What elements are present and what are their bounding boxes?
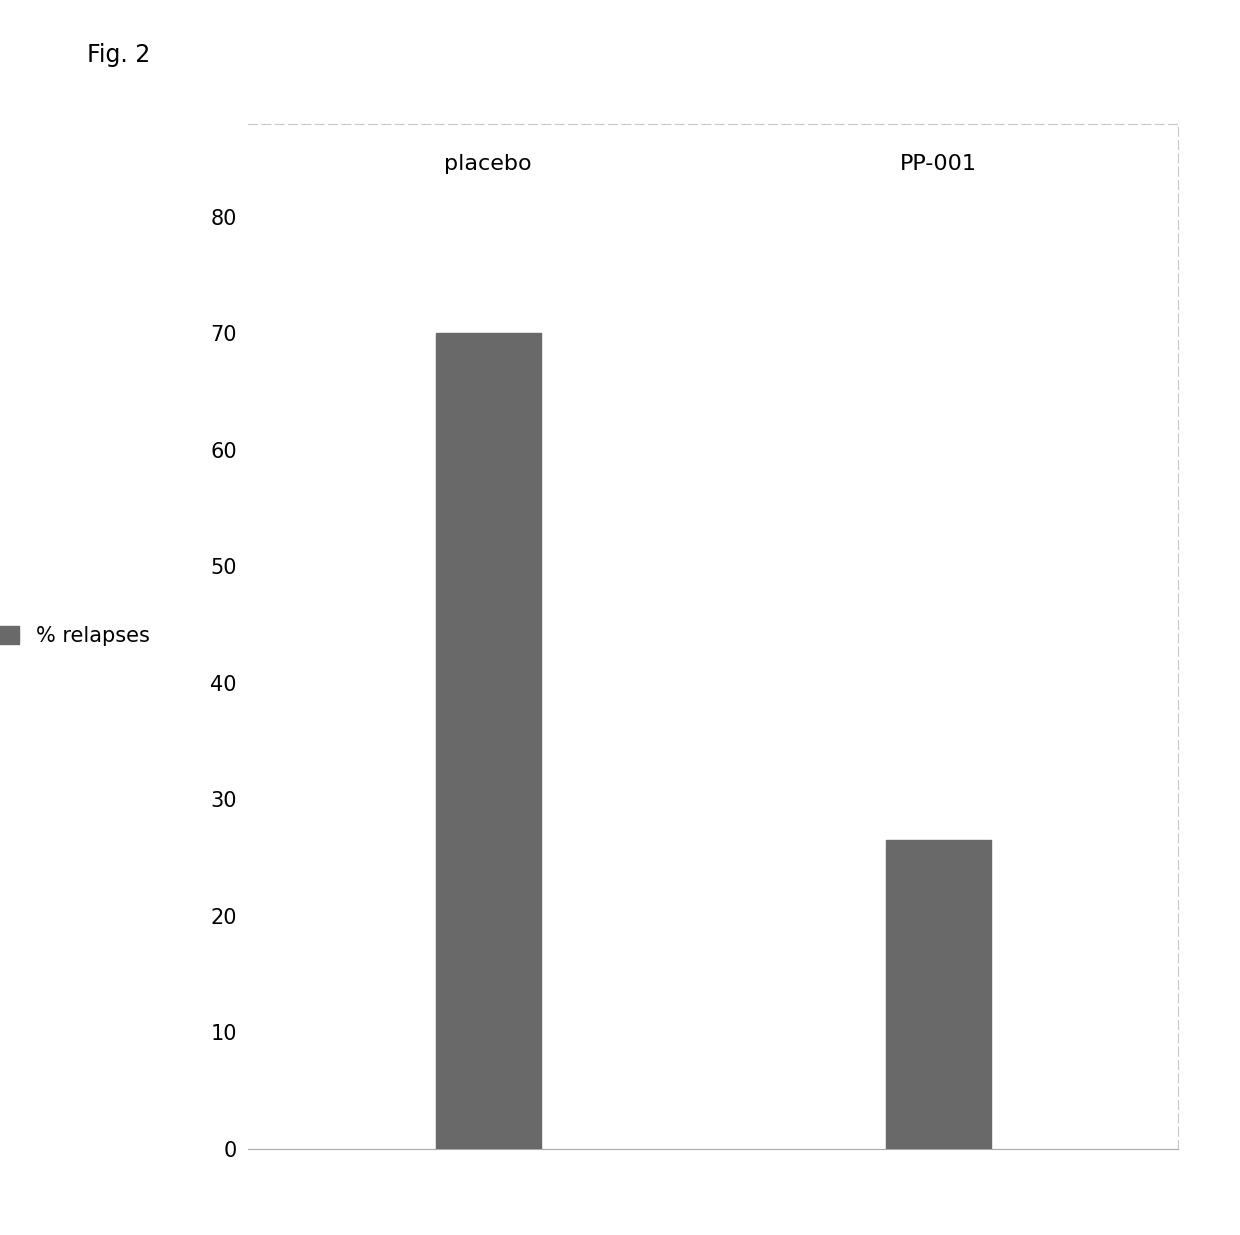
Text: placebo: placebo — [444, 154, 532, 174]
Bar — [885, 840, 991, 1149]
Text: Fig. 2: Fig. 2 — [87, 43, 150, 67]
Legend: % relapses: % relapses — [0, 626, 149, 646]
Bar — [435, 333, 541, 1149]
Text: PP-001: PP-001 — [899, 154, 977, 174]
